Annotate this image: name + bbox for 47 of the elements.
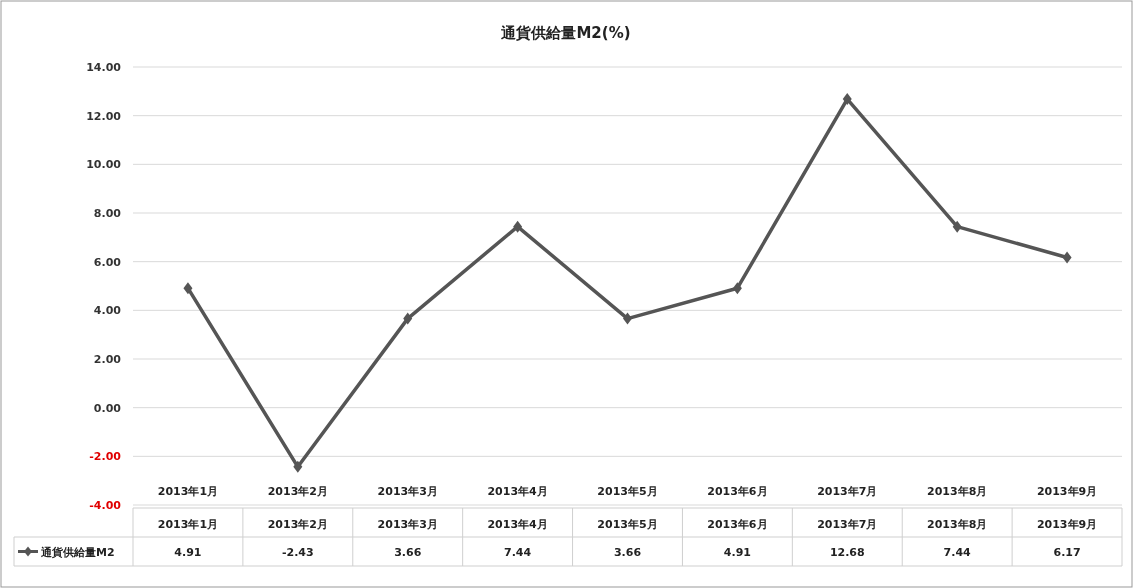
y-tick-label: 4.00 <box>93 304 122 318</box>
data-label: 4.91 <box>723 546 751 559</box>
category-label: 2013年7月 <box>817 518 878 531</box>
data-label: 7.44 <box>943 546 972 559</box>
point <box>952 220 962 233</box>
x-tick-label: 2013年5月 <box>597 485 658 498</box>
category-label: 2013年5月 <box>597 518 658 531</box>
y-tick-label: -2.00 <box>89 450 122 464</box>
data-label: -2.43 <box>281 546 314 559</box>
data-label: 3.66 <box>613 546 642 559</box>
x-tick-label: 2013年1月 <box>157 485 219 498</box>
x-tick-label: 2013年2月 <box>267 485 328 498</box>
x-tick-label: 2013年4月 <box>487 485 548 498</box>
y-tick-label: -4.00 <box>89 499 122 512</box>
y-tick-label: 12.00 <box>86 109 122 123</box>
y-tick-label: 0.00 <box>93 401 122 415</box>
y-tick-label: 2.00 <box>93 353 122 366</box>
y-tick-label: 8.00 <box>93 207 122 220</box>
chart-title: 通貨供給量M2(%) <box>500 24 631 42</box>
category-label: 2013年2月 <box>267 518 328 531</box>
point <box>293 460 303 473</box>
x-tick-label: 2013年7月 <box>817 485 878 498</box>
y-tick-label: 14.00 <box>86 61 122 74</box>
data-label: 4.91 <box>174 546 202 559</box>
x-tick-label: 2013年8月 <box>927 485 988 498</box>
data-label: 7.44 <box>504 546 532 559</box>
point <box>403 312 413 325</box>
point <box>183 282 193 295</box>
category-label: 2013年4月 <box>487 518 548 531</box>
x-tick-label: 2013年6月 <box>707 485 768 498</box>
point <box>1062 251 1072 264</box>
data-label: 6.17 <box>1053 546 1081 559</box>
category-label: 2013年3月 <box>377 518 438 531</box>
y-tick-label: 10.00 <box>86 158 122 172</box>
point <box>732 282 742 295</box>
point <box>842 93 852 106</box>
x-tick-label: 2013年3月 <box>377 485 438 498</box>
y-tick-label: 6.00 <box>93 255 122 269</box>
data-label: 3.66 <box>394 546 422 559</box>
category-label: 2013年1月 <box>157 518 219 531</box>
category-label: 2013年8月 <box>927 518 988 531</box>
x-tick-label: 2013年9月 <box>1036 485 1098 498</box>
point <box>513 220 523 233</box>
category-label: 2013年9月 <box>1036 518 1098 531</box>
data-label: 12.68 <box>829 546 865 559</box>
legend-label: 通貨供給量M2 <box>40 545 115 559</box>
category-label: 2013年6月 <box>707 518 768 531</box>
